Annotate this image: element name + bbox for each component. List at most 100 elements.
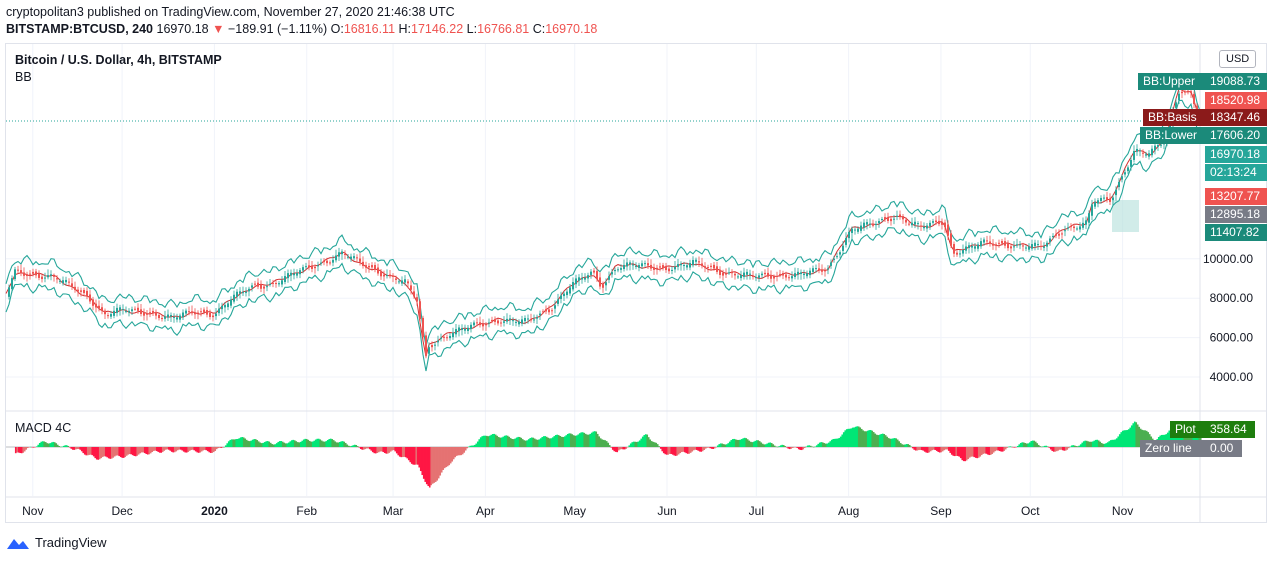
macd-bar <box>766 443 769 447</box>
candle-body <box>23 272 25 276</box>
candle-body <box>821 269 823 272</box>
candle-body <box>1031 244 1033 249</box>
macd-bar <box>1006 447 1009 448</box>
macd-bar <box>1135 422 1138 447</box>
candle-body <box>248 288 250 292</box>
candle-body <box>386 275 388 277</box>
macd-bar <box>413 447 416 465</box>
macd-bar <box>701 447 704 452</box>
macd-bar <box>221 447 224 448</box>
macd-bar <box>16 447 19 453</box>
macd-bar <box>515 437 518 447</box>
macd-bar <box>260 443 263 447</box>
candle-body <box>1154 145 1156 151</box>
candle-body <box>1142 152 1144 154</box>
macd-bar <box>811 446 814 448</box>
symbol-name: BITSTAMP:BTCUSD, 240 <box>6 22 154 36</box>
macd-bar <box>596 433 599 447</box>
macd-indicator-label[interactable]: MACD 4C <box>15 421 72 435</box>
macd-bar <box>244 438 247 447</box>
macd-bar <box>800 447 803 451</box>
macd-bar <box>646 434 649 447</box>
candle-body <box>809 270 811 276</box>
macd-bar <box>517 436 520 447</box>
macd-bar <box>350 445 353 447</box>
tradingview-brand[interactable]: TradingView <box>6 535 107 550</box>
macd-bar <box>1064 447 1067 451</box>
bb-highlight-zone <box>1112 200 1139 232</box>
macd-bar <box>607 442 610 447</box>
candle-body <box>389 274 391 276</box>
macd-bar <box>34 447 37 448</box>
macd-bar <box>964 447 967 462</box>
macd-bar <box>485 435 488 447</box>
macd-bar <box>923 447 926 452</box>
macd-bar <box>52 441 55 447</box>
candle-body <box>779 273 781 275</box>
candle-body <box>665 266 667 271</box>
macd-bar <box>998 447 1001 452</box>
candle-body <box>575 278 577 285</box>
candle-body <box>434 344 436 346</box>
candle-body <box>863 222 865 228</box>
macd-bar <box>941 447 944 452</box>
macd-bar <box>469 445 472 447</box>
macd-bar <box>844 430 847 447</box>
candle-body <box>1094 202 1096 207</box>
macd-bar <box>692 447 695 451</box>
macd-bar <box>829 441 832 447</box>
macd-bar <box>74 447 77 450</box>
macd-bar <box>64 445 67 447</box>
macd-bar <box>484 435 487 447</box>
candle-body <box>695 259 697 262</box>
macd-bar <box>686 447 689 454</box>
currency-button[interactable]: USD <box>1219 50 1257 68</box>
candle-body <box>497 320 499 324</box>
macd-bar <box>1106 442 1109 447</box>
macd-bar <box>214 447 217 451</box>
macd-bar <box>566 433 569 447</box>
macd-bar <box>605 441 608 447</box>
macd-bar <box>278 441 281 447</box>
macd-bar <box>611 447 614 450</box>
candle-body <box>1091 204 1093 216</box>
candle-body <box>1151 148 1153 156</box>
macd-bar <box>1015 447 1018 448</box>
candle-body <box>767 272 769 277</box>
macd-bar <box>305 438 308 447</box>
candle-body <box>221 305 223 310</box>
macd-bar <box>958 447 961 457</box>
macd-bar <box>689 447 692 453</box>
macd-bar <box>208 447 211 453</box>
macd-bar <box>1117 436 1120 447</box>
macd-bar <box>616 447 619 453</box>
candle-body <box>590 271 592 275</box>
macd-bar <box>854 426 857 447</box>
macd-bar <box>1004 447 1007 450</box>
candle-body <box>464 328 466 331</box>
macd-bar <box>985 447 988 454</box>
macd-bar <box>1111 439 1114 447</box>
macd-bar <box>308 440 311 447</box>
x-tick-label: May <box>563 504 586 518</box>
macd-plot-value: 358.64 <box>1205 421 1255 438</box>
macd-bar <box>209 447 212 453</box>
macd-bar <box>1042 446 1045 447</box>
macd-bar <box>745 438 748 447</box>
macd-bar <box>679 447 682 454</box>
candle-body <box>257 282 259 287</box>
macd-bar <box>556 434 559 447</box>
candle-body <box>38 273 40 278</box>
macd-bar <box>211 447 214 453</box>
bb-indicator-label[interactable]: BB <box>15 70 32 84</box>
macd-bar <box>809 445 812 447</box>
candle-body <box>1043 246 1045 248</box>
candle-body <box>953 244 955 254</box>
macd-bar <box>206 447 209 452</box>
candle-body <box>1058 233 1060 236</box>
macd-bar <box>265 441 268 447</box>
macd-bar <box>170 447 173 452</box>
candle-body <box>887 217 889 221</box>
macd-bar <box>233 439 236 447</box>
